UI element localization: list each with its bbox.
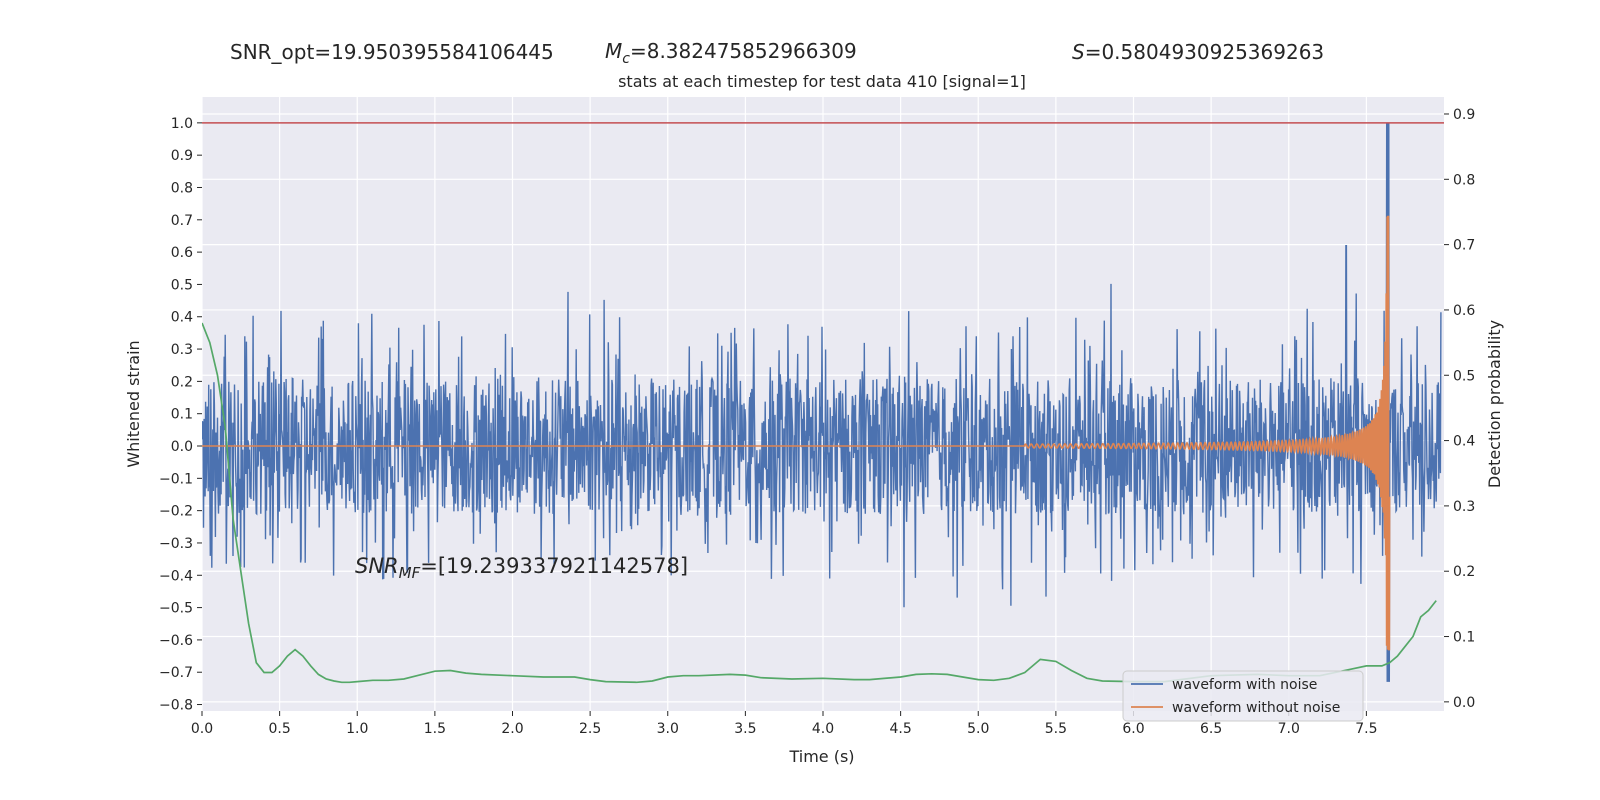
chirp-mass-symbol: M [605,39,622,63]
y-left-tick-label-13: −0.3 [159,536,193,552]
y-right-tick-label-5: 0.4 [1453,434,1475,450]
x-tick-label-15: 7.5 [1355,721,1377,737]
y-right-tick-label-4: 0.5 [1453,368,1475,384]
y-axis-left-ticks: 1.0 0.9 0.8 0.7 0.6 0.5 0.4 0.3 0.2 0.1 0.0 −0.1 −0.… [159,116,202,714]
x-tick-label-10: 5.0 [967,721,989,737]
snr-mf-value: =[19.239337921142578] [420,554,688,578]
x-tick-label-2: 1.0 [346,721,368,737]
chirp-mass-subscript: c [622,51,630,67]
y-left-tick-label-3: 0.7 [171,213,193,229]
y-right-tick-label-2: 0.7 [1453,238,1475,254]
snr-mf-symbol: SNR [355,554,399,578]
y-left-tick-label-2: 0.8 [171,180,193,196]
chirp-mass-label: Mc=8.382475852966309 [605,39,857,67]
y-axis-left-label: Whitened strain [124,340,143,467]
x-tick-label-11: 5.5 [1045,721,1067,737]
y-axis-right-label: Detection probability [1485,320,1504,488]
x-axis-ticks: 0.0 0.5 1.0 1.5 2.0 2.5 3.0 3.5 4.0 4.5 5.0 5.5 6.0 6… [191,711,1378,737]
noise-trace [202,122,1442,682]
x-tick-label-14: 7.0 [1278,721,1300,737]
legend-label-noise: waveform with noise [1172,677,1317,693]
x-tick-label-5: 2.5 [579,721,601,737]
y-right-tick-label-1: 0.8 [1453,172,1475,188]
s-label: S=0.5804930925369263 [1072,40,1324,64]
y-axis-right-ticks: 0.9 0.8 0.7 0.6 0.5 0.4 0.3 0.2 0.1 0.0 [1444,107,1475,711]
x-tick-label-7: 3.5 [734,721,756,737]
x-tick-label-4: 2.0 [501,721,523,737]
x-tick-label-12: 6.0 [1122,721,1144,737]
y-right-tick-label-8: 0.1 [1453,630,1475,646]
y-left-tick-label-18: −0.8 [159,698,193,714]
y-right-tick-label-0: 0.9 [1453,107,1475,123]
s-value: =0.5804930925369263 [1085,40,1324,64]
x-tick-label-6: 3.0 [657,721,679,737]
y-left-tick-label-16: −0.6 [159,633,193,649]
chirp-trace [202,215,1391,651]
chirp-mass-value: =8.382475852966309 [630,39,857,63]
y-right-tick-label-7: 0.2 [1453,564,1475,580]
snr-mf-annotation: SNRMF=[19.239337921142578] [355,554,688,582]
y-left-tick-label-1: 0.9 [171,148,193,164]
y-left-tick-label-5: 0.5 [171,277,193,293]
y-right-tick-label-3: 0.6 [1453,303,1475,319]
legend-label-clean: waveform without noise [1172,700,1340,716]
y-left-tick-label-4: 0.6 [171,245,193,261]
y-left-tick-label-17: −0.7 [159,665,193,681]
y-left-tick-label-8: 0.2 [171,374,193,390]
series-waveform-with-noise [202,122,1442,682]
y-left-tick-label-12: −0.2 [159,504,193,520]
legend-box [1122,670,1364,722]
y-left-tick-label-6: 0.4 [171,310,193,326]
y-left-tick-label-7: 0.3 [171,342,193,358]
y-left-tick-label-10: 0.0 [171,439,193,455]
x-tick-label-0: 0.0 [191,721,213,737]
y-left-tick-label-11: −0.1 [159,471,193,487]
y-left-tick-label-0: 1.0 [171,116,193,132]
y-left-tick-label-9: 0.1 [171,407,193,423]
y-left-tick-label-15: −0.5 [159,601,193,617]
x-tick-label-1: 0.5 [268,721,290,737]
chart-title: stats at each timestep for test data 410… [618,72,1026,91]
y-left-tick-label-14: −0.4 [159,568,193,584]
snr-opt-label: SNR_opt=19.950395584106445 [230,40,554,64]
y-right-tick-label-6: 0.3 [1453,499,1475,515]
y-right-tick-label-9: 0.0 [1453,695,1475,711]
x-tick-label-3: 1.5 [424,721,446,737]
snr-mf-subscript: MF [399,564,421,582]
s-symbol: S [1072,40,1085,64]
x-tick-label-8: 4.0 [812,721,834,737]
legend: waveform with noise waveform without noi… [1122,670,1364,722]
x-tick-label-13: 6.5 [1200,721,1222,737]
series-waveform-without-noise [202,215,1391,651]
x-tick-label-9: 4.5 [889,721,911,737]
x-axis-label: Time (s) [788,747,854,766]
